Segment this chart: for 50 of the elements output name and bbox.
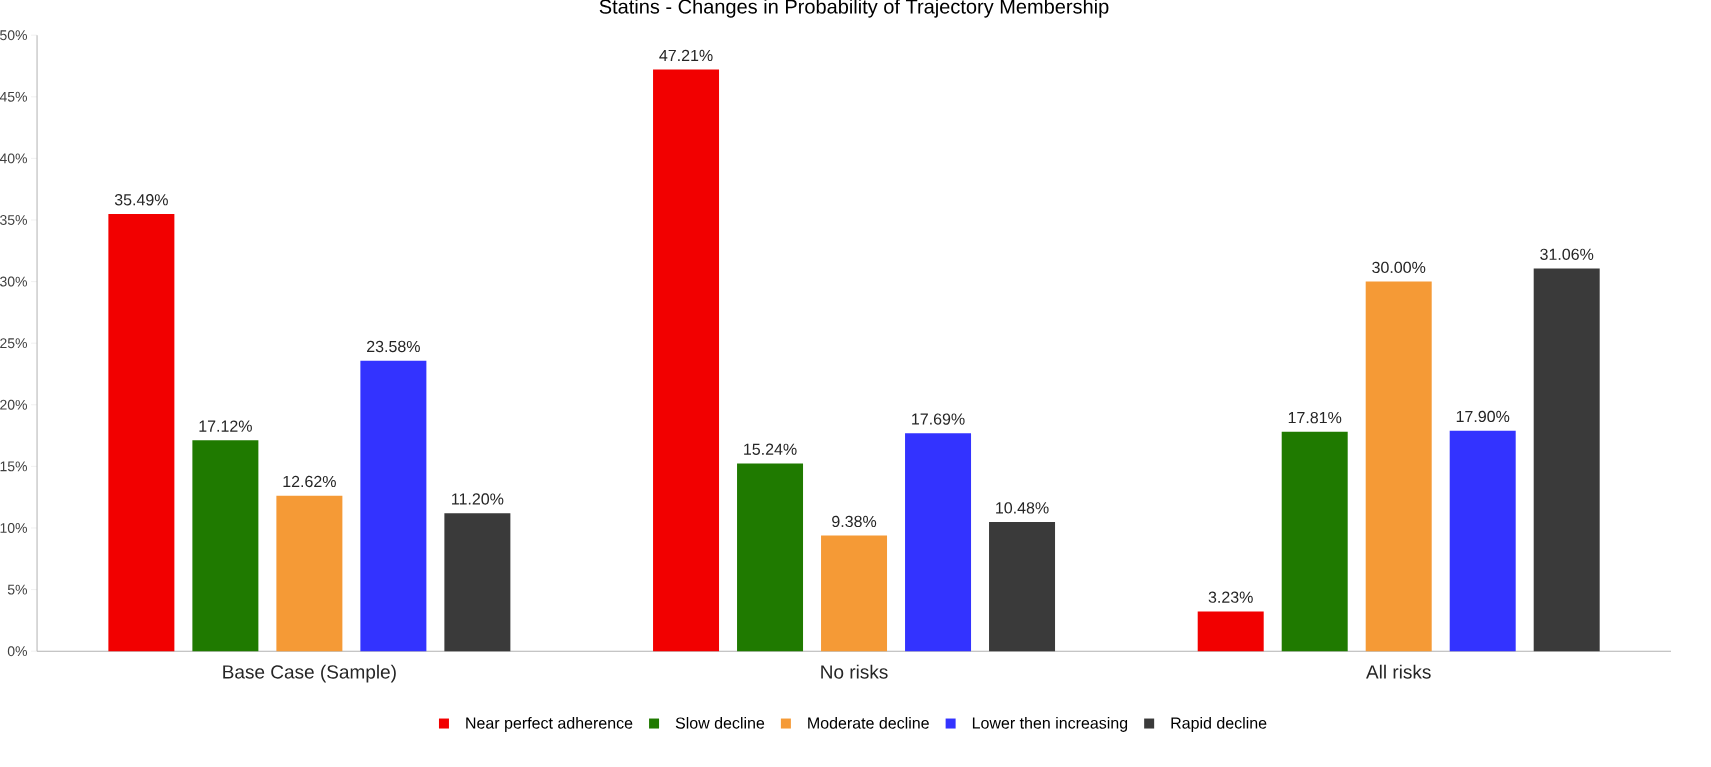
data-label: 47.21% xyxy=(659,49,713,62)
bar xyxy=(1533,268,1600,652)
legend-label: Slow decline xyxy=(675,716,765,729)
y-tick-label: 0% xyxy=(7,646,28,657)
data-label: 12.62% xyxy=(283,475,336,488)
y-tick-label: 35% xyxy=(0,215,28,225)
bar xyxy=(1197,611,1264,652)
data-label: 17.12% xyxy=(199,420,252,432)
bar xyxy=(737,463,804,652)
data-label: 3.23% xyxy=(1208,591,1253,603)
x-tick-label: No risks xyxy=(821,664,888,679)
y-tick-label: 30% xyxy=(0,276,28,287)
y-tick-label: 50% xyxy=(0,30,28,41)
y-tick-label: 10% xyxy=(0,523,28,533)
legend-label: Moderate decline xyxy=(808,716,929,729)
y-tick-label: 40% xyxy=(0,153,28,164)
bar xyxy=(653,69,720,652)
data-label: 17.90% xyxy=(1456,410,1510,423)
legend-label: Near perfect adherence xyxy=(466,716,633,732)
bar xyxy=(905,433,972,652)
y-tick-label: 45% xyxy=(0,91,28,102)
chart-title: Statins - Changes in Probability of Trajectory Membership xyxy=(599,0,1109,18)
legend-label: Rapid decline xyxy=(1171,716,1267,732)
data-label: 11.20% xyxy=(452,493,504,505)
y-tick-label: 5% xyxy=(7,584,28,595)
bar xyxy=(989,522,1056,652)
bar xyxy=(276,495,343,652)
data-label: 9.38% xyxy=(832,515,877,528)
bar xyxy=(108,213,175,652)
x-tick-label: All risks xyxy=(1366,664,1431,679)
x-tick-label: Base Case (Sample) xyxy=(223,664,396,683)
data-label: 30.00% xyxy=(1372,261,1426,274)
bar xyxy=(444,513,511,652)
bar xyxy=(192,440,259,652)
bar xyxy=(1281,431,1348,652)
legend-label: Lower then increasing xyxy=(972,716,1128,732)
data-label: 31.06% xyxy=(1540,248,1594,260)
data-label: 35.49% xyxy=(114,194,168,206)
data-label: 17.69% xyxy=(912,413,965,425)
data-label: 10.48% xyxy=(996,502,1049,514)
data-label: 23.58% xyxy=(367,340,420,353)
data-label: 15.24% xyxy=(744,443,797,455)
y-tick-label: 15% xyxy=(0,461,28,472)
y-tick-label: 20% xyxy=(0,399,28,410)
bar xyxy=(1365,281,1432,652)
y-tick-label: 25% xyxy=(0,338,28,349)
bar xyxy=(821,535,888,652)
bar xyxy=(1449,430,1516,652)
data-label: 17.81% xyxy=(1288,411,1342,424)
bar xyxy=(360,360,427,652)
